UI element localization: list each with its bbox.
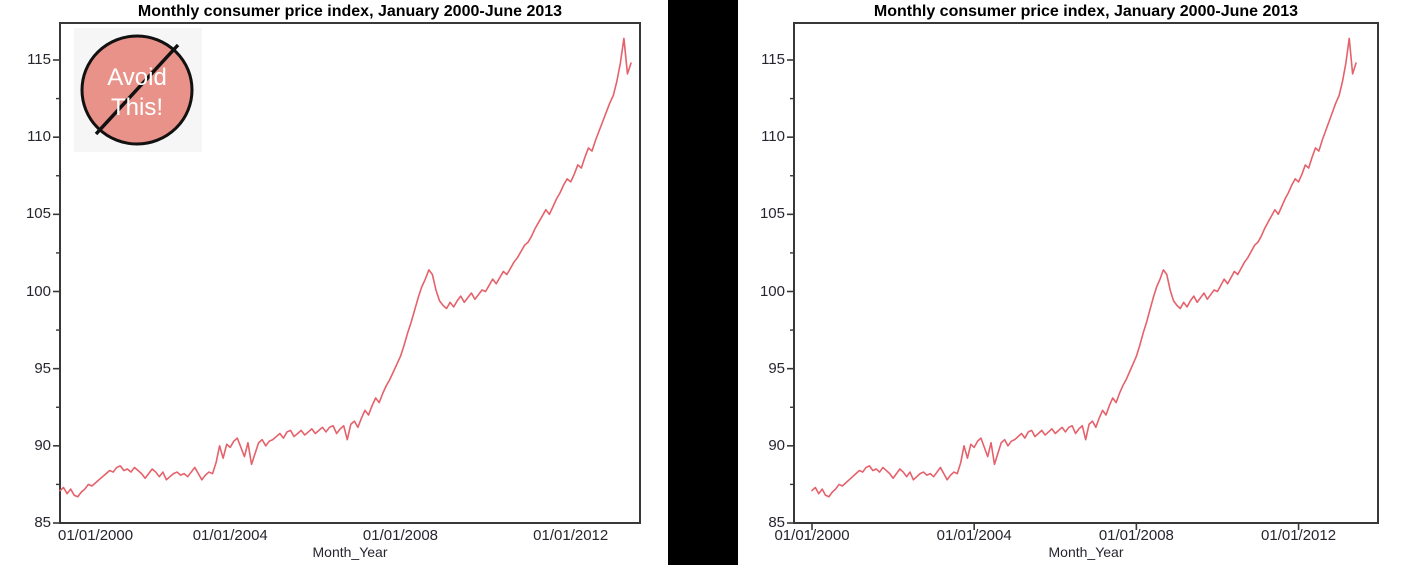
x-tick-label: 01/01/2008 bbox=[362, 527, 439, 544]
y-tick-label: 90 bbox=[768, 436, 785, 454]
cpi-line-series bbox=[811, 37, 1357, 498]
badge-text-line1: Avoid bbox=[107, 64, 167, 91]
plot-frame bbox=[793, 22, 1379, 524]
y-tick-label: 105 bbox=[25, 205, 51, 223]
y-tick-label: 95 bbox=[768, 359, 785, 377]
y-tick-label: 115 bbox=[761, 51, 785, 68]
left-chart-title: Monthly consumer price index, January 20… bbox=[137, 3, 563, 20]
y-tick-label: 115 bbox=[27, 51, 51, 68]
x-tick-label: 01/01/2004 bbox=[936, 527, 1012, 544]
x-tick-label: 01/01/2000 bbox=[774, 527, 850, 544]
x-tick-label: 01/01/2000 bbox=[58, 527, 134, 544]
plot-frame bbox=[59, 22, 641, 524]
y-tick-label: 100 bbox=[759, 282, 785, 300]
x-tick-label: 01/01/2012 bbox=[1261, 527, 1337, 544]
right-chart-title: Monthly consumer price index, January 20… bbox=[873, 3, 1299, 20]
x-tick-label: 01/01/2008 bbox=[1098, 527, 1174, 544]
cpi-line-series bbox=[59, 37, 632, 498]
right-x-axis-label: Month_Year bbox=[1048, 544, 1124, 560]
y-tick-label: 110 bbox=[27, 128, 51, 146]
left-x-axis-label: Month_Year bbox=[312, 544, 388, 560]
y-tick-label: 95 bbox=[34, 359, 51, 377]
panel-divider bbox=[668, 0, 738, 565]
y-tick-label: 105 bbox=[759, 205, 785, 223]
avoid-this-badge: Avoid This! bbox=[74, 28, 202, 152]
y-tick-label: 100 bbox=[25, 282, 51, 300]
badge-text-line2: This! bbox=[111, 94, 163, 121]
y-tick-label: 85 bbox=[34, 514, 51, 531]
y-tick-label: 90 bbox=[34, 436, 51, 454]
y-tick-label: 110 bbox=[761, 128, 785, 146]
x-tick-label: 01/01/2004 bbox=[192, 527, 268, 544]
prohibition-slash-icon bbox=[94, 43, 180, 136]
x-tick-label: 01/01/2012 bbox=[533, 527, 609, 544]
y-tick-label: 85 bbox=[768, 514, 785, 531]
